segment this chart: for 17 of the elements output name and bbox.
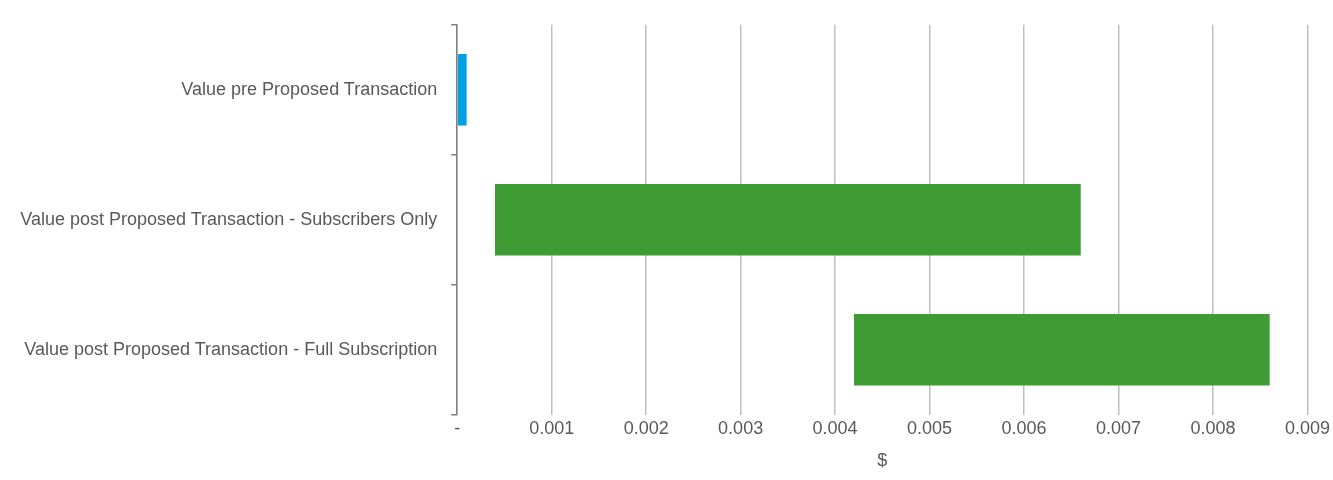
x-tick-label: 0.006 xyxy=(1001,417,1047,438)
bar xyxy=(457,54,467,126)
x-tick-label: 0.003 xyxy=(718,417,764,438)
x-tick-label: 0.001 xyxy=(529,417,575,438)
bar xyxy=(854,314,1270,386)
y-tick-label: Value post Proposed Transaction - Subscribers Only xyxy=(20,208,438,229)
bar xyxy=(494,184,1081,256)
x-tick-label: 0.002 xyxy=(623,417,669,438)
y-tick-label: Value pre Proposed Transaction xyxy=(181,78,438,99)
x-tick-label: 0.007 xyxy=(1096,417,1142,438)
x-tick-label: 0.008 xyxy=(1190,417,1236,438)
y-tick-label: Value post Proposed Transaction - Full Subscription xyxy=(24,338,438,359)
x-tick-label: 0.005 xyxy=(907,417,953,438)
x-tick-label: 0.009 xyxy=(1284,417,1330,438)
x-tick-label: - xyxy=(454,417,461,438)
x-axis-title: $ xyxy=(877,450,888,471)
x-tick-label: 0.004 xyxy=(812,417,858,438)
